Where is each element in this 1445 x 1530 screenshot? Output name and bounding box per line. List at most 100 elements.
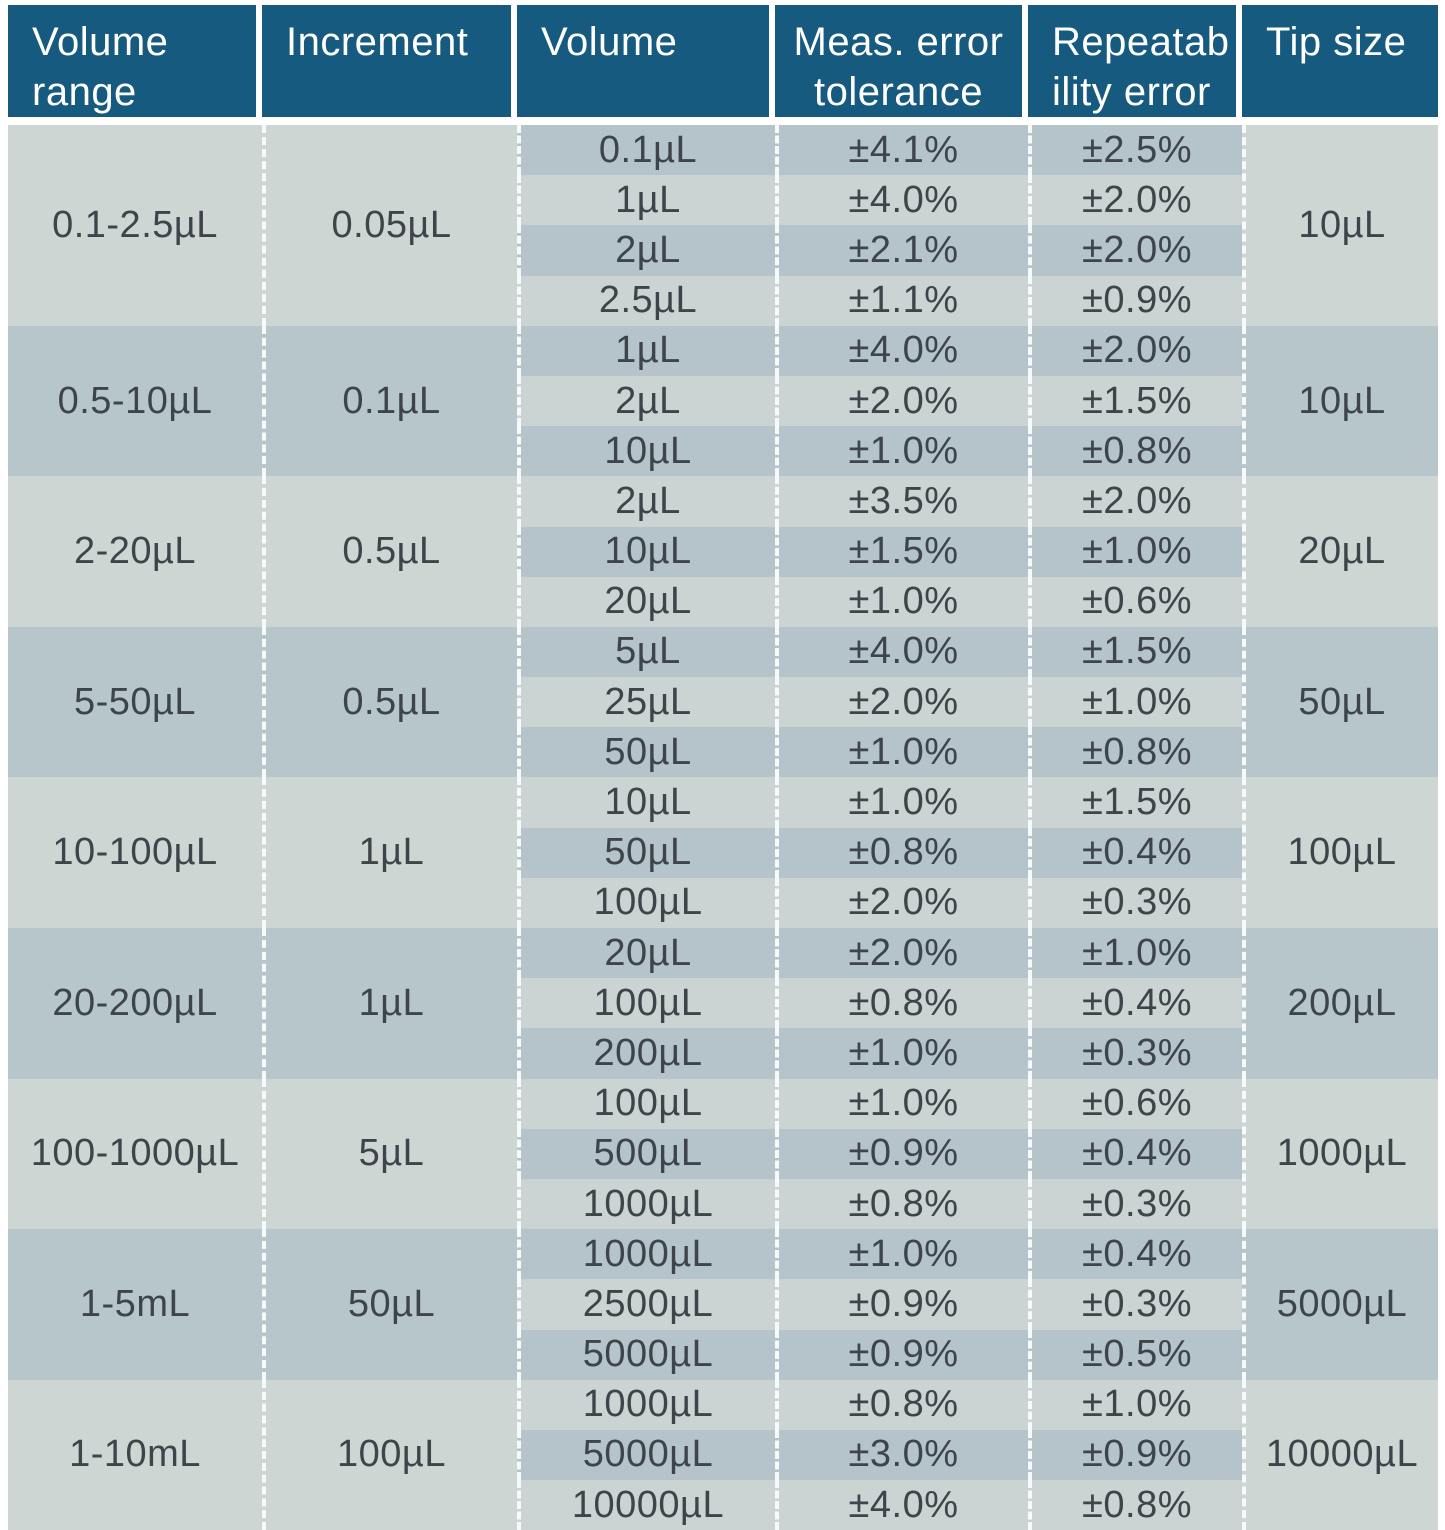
volume-range-cell: 20-200µL [8, 928, 262, 1079]
volume-range-cell: 0.5-10µL [8, 325, 262, 477]
meas-error-cell: ±1.0% [775, 576, 1028, 627]
volume-cell: 2µL [517, 225, 775, 276]
repeatability-cell: ±0.3% [1028, 1178, 1242, 1230]
increment-cell: 0.5µL [262, 626, 517, 778]
meas-error-cell: ±1.5% [775, 526, 1028, 577]
volume-cell: 500µL [517, 1128, 775, 1179]
repeatability-cell: ±0.4% [1028, 1128, 1242, 1179]
meas-error-cell: ±0.9% [775, 1128, 1028, 1179]
repeatability-cell: ±0.3% [1028, 1279, 1242, 1330]
meas-error-cell: ±0.8% [775, 827, 1028, 878]
meas-error-cell: ±4.0% [775, 1480, 1028, 1530]
increment-cell: 5µL [262, 1078, 517, 1230]
repeatability-cell: ±1.5% [1028, 375, 1242, 427]
repeatability-cell: ±1.0% [1028, 526, 1242, 577]
repeatability-cell: ±1.0% [1028, 1379, 1242, 1430]
volume-cell: 100µL [517, 1078, 775, 1129]
meas-error-cell: ±4.0% [775, 626, 1028, 678]
meas-error-cell: ±0.8% [775, 1178, 1028, 1230]
volume-range-cell: 10-100µL [8, 777, 262, 928]
volume-cell: 200µL [517, 1028, 775, 1079]
header-increment: Increment [262, 5, 517, 117]
table-header-row: Volume range Increment Volume Meas. erro… [8, 5, 1438, 117]
tip-size-cell: 10µL [1242, 125, 1438, 326]
repeatability-cell: ±0.8% [1028, 426, 1242, 477]
meas-error-cell: ±1.0% [775, 777, 1028, 828]
volume-cell: 25µL [517, 677, 775, 728]
volume-range-cell: 1-10mL [8, 1379, 262, 1530]
repeatability-cell: ±2.0% [1028, 225, 1242, 276]
repeatability-cell: ±0.8% [1028, 727, 1242, 778]
volume-range-cell: 1-5mL [8, 1229, 262, 1380]
volume-cell: 10µL [517, 526, 775, 577]
volume-cell: 10µL [517, 777, 775, 828]
repeatability-cell: ±1.0% [1028, 928, 1242, 979]
header-repeatability-line1: Repeatab [1052, 20, 1230, 64]
increment-cell: 50µL [262, 1229, 517, 1380]
repeatability-cell: ±0.8% [1028, 1480, 1242, 1530]
increment-cell: 1µL [262, 777, 517, 928]
repeatability-cell: ±1.5% [1028, 626, 1242, 678]
repeatability-cell: ±0.9% [1028, 275, 1242, 326]
tip-size-cell: 50µL [1242, 626, 1438, 778]
meas-error-cell: ±4.1% [775, 125, 1028, 176]
tip-size-cell: 10µL [1242, 325, 1438, 477]
header-meas-error-line1: Meas. error [793, 20, 1004, 64]
meas-error-cell: ±0.9% [775, 1279, 1028, 1330]
meas-error-cell: ±1.0% [775, 1229, 1028, 1280]
volume-cell: 20µL [517, 576, 775, 627]
volume-cell: 1000µL [517, 1229, 775, 1280]
tip-size-cell: 1000µL [1242, 1078, 1438, 1230]
volume-cell: 2µL [517, 375, 775, 427]
increment-cell: 0.05µL [262, 125, 517, 326]
volume-cell: 5000µL [517, 1429, 775, 1481]
volume-cell: 1µL [517, 175, 775, 226]
header-tip-size-line1: Tip size [1266, 20, 1407, 64]
header-volume-range-line1: Volume [32, 20, 169, 64]
repeatability-cell: ±0.3% [1028, 1028, 1242, 1079]
tip-size-cell: 10000µL [1242, 1379, 1438, 1530]
repeatability-cell: ±2.0% [1028, 325, 1242, 376]
volume-cell: 5µL [517, 626, 775, 678]
repeatability-cell: ±0.6% [1028, 1078, 1242, 1129]
repeatability-cell: ±0.4% [1028, 1229, 1242, 1280]
volume-cell: 50µL [517, 727, 775, 778]
volume-cell: 2.5µL [517, 275, 775, 326]
volume-cell: 10µL [517, 426, 775, 477]
meas-error-cell: ±2.0% [775, 375, 1028, 427]
header-meas-error-tolerance: Meas. error tolerance [775, 5, 1028, 117]
meas-error-cell: ±1.0% [775, 1028, 1028, 1079]
volume-cell: 100µL [517, 978, 775, 1029]
header-increment-line1: Increment [286, 20, 469, 64]
volume-cell: 5000µL [517, 1329, 775, 1380]
increment-cell: 1µL [262, 928, 517, 1079]
volume-cell: 0.1µL [517, 125, 775, 176]
repeatability-cell: ±1.0% [1028, 677, 1242, 728]
repeatability-cell: ±0.4% [1028, 827, 1242, 878]
volume-cell: 1000µL [517, 1379, 775, 1430]
meas-error-cell: ±2.0% [775, 928, 1028, 979]
repeatability-cell: ±0.6% [1028, 576, 1242, 627]
tip-size-cell: 5000µL [1242, 1229, 1438, 1380]
volume-range-cell: 0.1-2.5µL [8, 125, 262, 326]
increment-cell: 100µL [262, 1379, 517, 1530]
volume-cell: 20µL [517, 928, 775, 979]
volume-range-cell: 2-20µL [8, 476, 262, 627]
meas-error-cell: ±3.5% [775, 476, 1028, 527]
volume-cell: 50µL [517, 827, 775, 878]
meas-error-cell: ±0.8% [775, 1379, 1028, 1430]
tip-size-cell: 20µL [1242, 476, 1438, 627]
repeatability-cell: ±0.5% [1028, 1329, 1242, 1380]
meas-error-cell: ±1.0% [775, 727, 1028, 778]
meas-error-cell: ±2.1% [775, 225, 1028, 276]
meas-error-cell: ±2.0% [775, 877, 1028, 928]
header-meas-error-line2: tolerance [813, 70, 984, 114]
meas-error-cell: ±4.0% [775, 175, 1028, 226]
repeatability-cell: ±2.0% [1028, 476, 1242, 527]
volume-cell: 2500µL [517, 1279, 775, 1330]
meas-error-cell: ±4.0% [775, 325, 1028, 376]
volume-cell: 10000µL [517, 1480, 775, 1530]
volume-range-cell: 100-1000µL [8, 1078, 262, 1230]
repeatability-cell: ±0.3% [1028, 877, 1242, 928]
